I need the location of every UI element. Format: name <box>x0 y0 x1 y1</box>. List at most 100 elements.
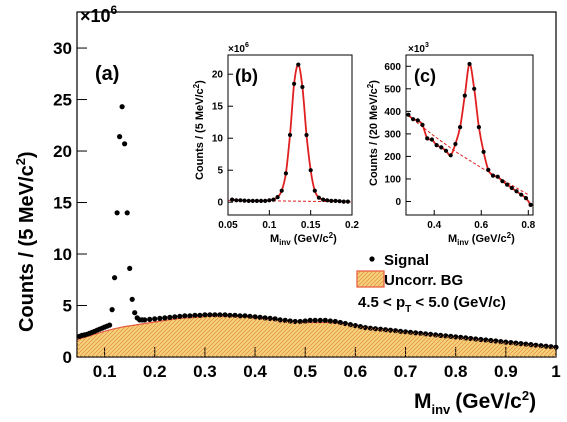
signal-point <box>167 314 173 320</box>
signal-point <box>152 316 158 322</box>
signal-point <box>327 318 333 324</box>
inset-c-point <box>486 167 491 172</box>
inset-c-point <box>523 196 529 201</box>
inset-c-x-axis-label: Minv (GeV/c2) <box>448 231 515 247</box>
signal-point <box>197 312 203 318</box>
signal-point <box>307 317 313 323</box>
inset-b-point <box>271 197 276 202</box>
inset-c-point <box>495 174 500 179</box>
signal-point <box>212 312 218 318</box>
main-y-axis-label: Counts / (5 MeV/c2) <box>13 151 38 332</box>
inset-c-point <box>500 179 505 184</box>
main-x-tick-label: 1 <box>551 362 560 381</box>
inset-c-point <box>443 148 449 153</box>
signal-point <box>332 318 338 325</box>
inset-c-y-tick-label: 0 <box>395 197 401 208</box>
inset-b-point <box>321 197 326 202</box>
inset-b-point <box>267 198 272 203</box>
inset-b-frame <box>227 54 353 216</box>
panel-label-c: (c) <box>414 66 436 86</box>
signal-point <box>302 318 308 324</box>
inset-b-point <box>345 199 350 204</box>
inset-c-y-multiplier: ×103 <box>408 42 429 55</box>
inset-c-point <box>453 141 458 147</box>
main-x-tick-label: 0.6 <box>344 362 368 381</box>
legend-bg-label: Uncorr. BG <box>384 272 463 289</box>
inset-c-y-ticks: 0 100 200 300 400 500 600 <box>384 62 411 208</box>
main-x-tick-label: 0.3 <box>193 362 217 381</box>
inset-b-x-ticks: 0.05 0.1 0.15 0.2 <box>218 210 359 231</box>
inset-b-y-tick-label: 20 <box>212 70 224 81</box>
inset-b-point <box>238 198 243 203</box>
main-x-tick-label: 0.8 <box>444 362 468 381</box>
inset-b-point <box>292 81 297 86</box>
signal-point <box>112 275 118 281</box>
inset-b-y-tick-label: 15 <box>212 102 224 113</box>
inset-b-point <box>312 188 317 193</box>
main-y-tick-label: 30 <box>53 39 72 58</box>
inset-b-x-axis-label: Minv (GeV/c2) <box>270 231 337 247</box>
inset-b-point <box>283 171 288 176</box>
main-x-tick-label: 0.2 <box>143 362 167 381</box>
inset-b-x-tick-label: 0.1 <box>262 220 276 231</box>
inset-b-point <box>287 132 293 138</box>
inset-c-panel: 0.4 0.6 0.8 0 100 200 300 400 500 600 ×103 (c) C… <box>358 42 550 247</box>
inset-c-y-tick-label: 400 <box>384 107 401 118</box>
inset-b-point <box>254 198 259 203</box>
signal-point <box>114 210 120 216</box>
inset-b-y-multiplier: ×106 <box>228 42 249 55</box>
signal-point <box>124 210 130 216</box>
main-x-tick-label: 0.7 <box>394 362 418 381</box>
main-y-tick-label: 5 <box>63 296 72 315</box>
inset-b-point <box>242 198 247 203</box>
inset-c-point <box>420 122 425 127</box>
inset-c-frame <box>405 54 534 216</box>
inset-c-point <box>462 93 467 98</box>
inset-c-point <box>425 136 430 141</box>
panel-label-b: (b) <box>235 66 258 86</box>
inset-b-x-tick-label: 0.15 <box>301 220 321 231</box>
main-y-tick-label: 0 <box>63 348 72 367</box>
signal-point <box>317 317 323 323</box>
main-y-multiplier: ×106 <box>80 3 118 26</box>
inset-c-y-tick-label: 300 <box>384 129 401 140</box>
signal-point <box>107 322 113 328</box>
inset-b-y-tick-label: 10 <box>212 134 224 145</box>
signal-point <box>122 141 128 147</box>
inset-c-point <box>514 189 519 194</box>
inset-b-point <box>329 198 334 203</box>
signal-point <box>142 317 148 323</box>
inset-c-x-tick-label: 0.6 <box>474 220 488 231</box>
inset-b-point <box>230 197 235 202</box>
inset-b-x-tick-label: 0.05 <box>218 220 238 231</box>
signal-point <box>162 315 168 321</box>
inset-c-point <box>429 137 434 142</box>
inset-c-y-tick-label: 600 <box>384 62 401 73</box>
signal-point <box>202 312 208 318</box>
signal-point <box>217 312 223 318</box>
inset-c-point <box>490 173 496 178</box>
signal-point <box>222 312 228 318</box>
inset-b-point <box>250 198 255 203</box>
inset-b-point <box>337 199 342 204</box>
main-y-tick-label: 25 <box>53 90 72 109</box>
inset-b-point <box>308 168 313 173</box>
inset-b-point <box>316 195 321 200</box>
legend-signal-marker <box>369 256 375 262</box>
inset-b-point <box>304 132 309 138</box>
signal-point <box>182 313 188 319</box>
inset-c-point <box>411 117 416 122</box>
inset-b-point <box>234 198 239 203</box>
panel-label-a: (a) <box>95 63 119 85</box>
inset-c-x-tick-label: 0.4 <box>427 220 441 231</box>
inset-b-point <box>325 198 330 203</box>
signal-point <box>322 317 328 323</box>
inset-c-y-tick-label: 200 <box>384 152 401 163</box>
inset-b-point <box>279 188 284 193</box>
inset-c-y-tick-label: 500 <box>384 84 401 95</box>
signal-point <box>172 314 178 320</box>
inset-c-point <box>472 86 477 91</box>
inset-c-y-tick-label: 100 <box>384 174 401 185</box>
signal-point <box>192 312 198 318</box>
main-x-tick-label: 0.5 <box>293 362 317 381</box>
